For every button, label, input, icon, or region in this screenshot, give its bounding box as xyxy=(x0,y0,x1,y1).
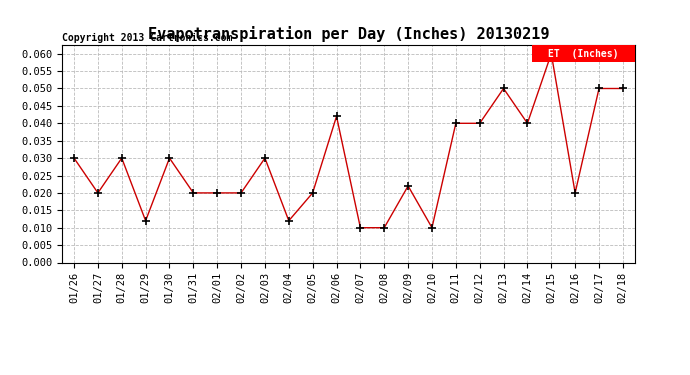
Title: Evapotranspiration per Day (Inches) 20130219: Evapotranspiration per Day (Inches) 2013… xyxy=(148,27,549,42)
Text: Copyright 2013 Cartronics.com: Copyright 2013 Cartronics.com xyxy=(62,33,233,43)
